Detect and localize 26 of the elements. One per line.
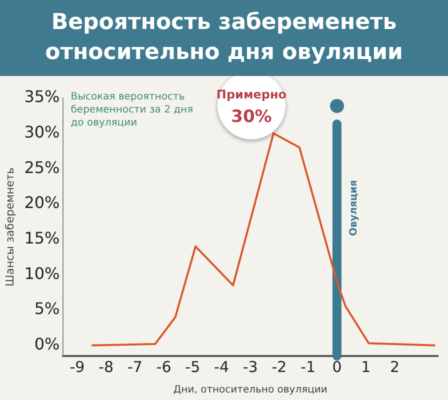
- x-tick-label: -9: [70, 358, 85, 376]
- chart-title: Вероятность забеременеть относительно дня овуляции: [44, 9, 404, 67]
- x-tick-label: -3: [242, 358, 258, 376]
- annotation: Высокая вероятность беременности за 2 дня до овуляции: [70, 92, 194, 129]
- y-tick-label: 10%: [24, 264, 60, 283]
- x-tick-label: 0: [332, 358, 342, 376]
- y-tick-label: 30%: [24, 122, 60, 142]
- x-tick-label: -4: [214, 358, 229, 376]
- x-tick-label: -2: [272, 358, 287, 376]
- y-tick-label: 35%: [24, 87, 60, 106]
- x-tick-label: -7: [127, 358, 142, 376]
- x-tick-label: 1: [361, 358, 371, 376]
- x-tick-label: -5: [185, 358, 200, 376]
- ref-line-label: Овуляция: [348, 180, 360, 236]
- x-tick-label: -8: [98, 358, 114, 376]
- x-tick-label: -1: [300, 358, 316, 376]
- x-axis-title: Дни, относительно овуляции: [173, 384, 328, 396]
- y-tick-label: 5%: [34, 299, 60, 318]
- annotation: Примерно 30%: [216, 87, 287, 127]
- y-tick-label: 20%: [24, 193, 60, 212]
- y-tick-label: 0%: [34, 334, 60, 354]
- y-axis-title: Шансы заберемнеть: [3, 168, 16, 286]
- y-tick-label: 25%: [24, 158, 60, 177]
- y-tick-label: 15%: [24, 228, 60, 248]
- x-tick-label: -6: [156, 358, 172, 376]
- x-tick-label: 2: [390, 358, 400, 376]
